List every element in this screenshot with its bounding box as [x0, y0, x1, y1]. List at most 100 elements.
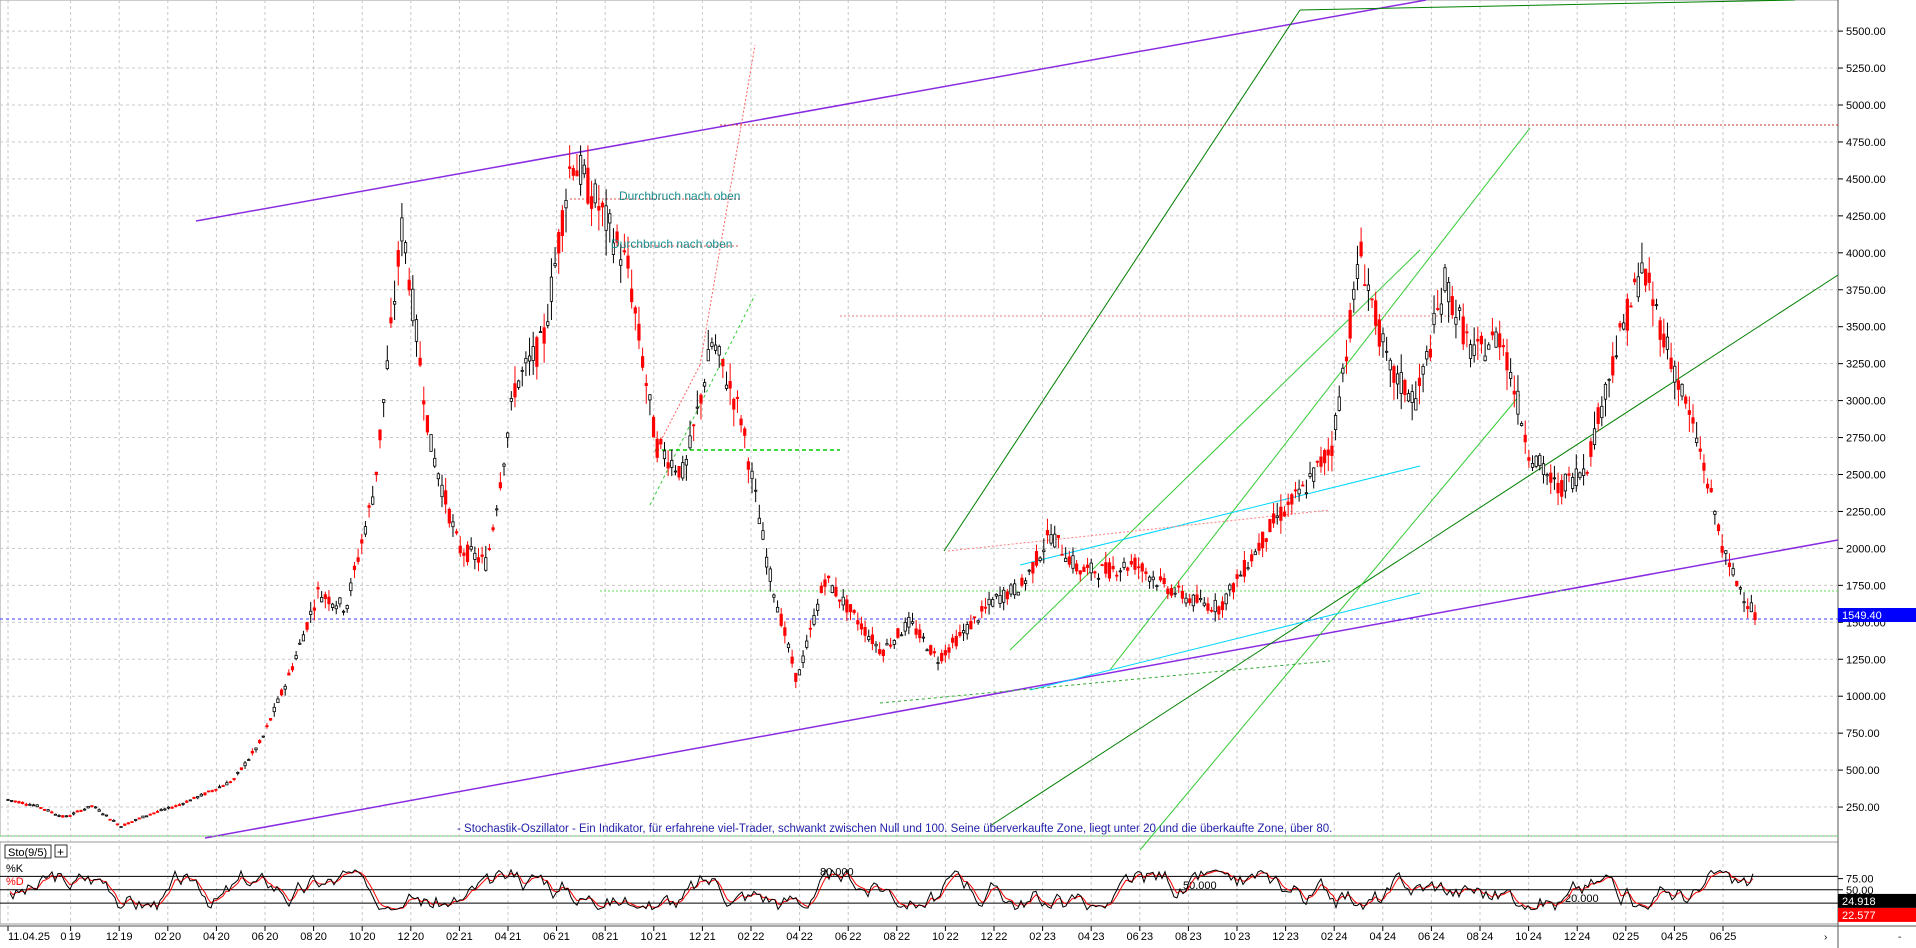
candle-body: [1034, 551, 1039, 566]
candle-body: [1268, 519, 1272, 533]
candle-body: [1629, 305, 1633, 308]
candle-body: [312, 607, 316, 611]
candle-body: [305, 622, 309, 630]
candle-body: [247, 759, 251, 761]
candle-body: [159, 809, 163, 812]
candle-body: [301, 634, 306, 642]
candle-body: [1078, 570, 1082, 575]
last-price-label: 1549.40: [1842, 610, 1882, 622]
candle-body: [403, 242, 408, 254]
candle-body: [57, 814, 61, 817]
candle-body: [1702, 462, 1706, 471]
candle-body: [1341, 367, 1345, 374]
candle-body: [593, 183, 597, 204]
candle-body: [13, 800, 17, 803]
candle-body: [772, 594, 776, 598]
candle-body: [991, 599, 995, 607]
candle-body: [1505, 352, 1509, 371]
stoch-title-box: [4, 844, 52, 859]
candle-body: [805, 640, 809, 648]
green-fan-2: [1139, 394, 1521, 851]
candle-body: [378, 429, 382, 441]
candle-body: [1363, 284, 1367, 287]
candle-body: [1286, 501, 1290, 505]
candle-body: [589, 196, 594, 209]
stoch-tick-label: 75.00: [1846, 874, 1874, 886]
candle-body: [112, 820, 116, 822]
candle-body: [863, 626, 867, 636]
green-fan-1: [1109, 127, 1531, 671]
price-tick-label: 2000.00: [1846, 543, 1886, 555]
candle-body: [1698, 448, 1702, 452]
candle-body: [1126, 567, 1130, 571]
scroll-right-icon: ›: [1824, 932, 1827, 943]
candle-body: [1691, 417, 1695, 424]
candle-body: [108, 818, 112, 821]
candle-body: [6, 799, 10, 801]
candle-body: [1574, 468, 1578, 487]
candle-body: [144, 815, 149, 818]
candle-body: [568, 166, 572, 169]
candle-body: [775, 606, 780, 613]
candle-body: [735, 396, 740, 399]
candle-body: [553, 263, 557, 267]
candle-body: [1082, 566, 1086, 573]
candle-body: [1224, 593, 1228, 605]
candle-body: [579, 155, 583, 185]
date-tick-label: 06 24: [1418, 931, 1445, 943]
date-tick-label: 08 24: [1467, 931, 1494, 943]
candle-body: [885, 643, 889, 646]
candle-body: [1323, 450, 1327, 464]
candle-body: [484, 557, 488, 571]
date-tick-label: 04 25: [1661, 931, 1688, 943]
candle-body: [1585, 471, 1589, 474]
candle-body: [582, 164, 586, 175]
candle-body: [1716, 524, 1721, 532]
candle-body: [192, 796, 196, 799]
candle-body: [1720, 545, 1724, 553]
candle-body: [892, 640, 896, 645]
candle-body: [812, 615, 816, 625]
candle-body: [1395, 373, 1400, 385]
candle-body: [1005, 591, 1009, 600]
candle-body: [1658, 320, 1662, 340]
price-tick-label: 2250.00: [1846, 506, 1886, 518]
candle-body: [1027, 569, 1031, 572]
price-tick-label: 500.00: [1846, 765, 1880, 777]
candle-body: [655, 438, 659, 458]
candle-body: [845, 599, 849, 613]
candle-body: [830, 585, 834, 594]
candle-body: [316, 587, 320, 590]
price-tick-label: 3250.00: [1846, 359, 1886, 371]
price-tick-label: 250.00: [1846, 802, 1880, 814]
candle-body: [1483, 355, 1487, 362]
candle-body: [1301, 484, 1305, 487]
candle-body: [334, 605, 338, 610]
date-tick-label: 06 20: [252, 931, 279, 943]
candle-body: [1651, 299, 1655, 306]
candle-body: [1315, 460, 1319, 463]
candle-body: [1622, 322, 1626, 330]
date-tick-label: 08 22: [883, 931, 910, 943]
candle-body: [1479, 335, 1484, 345]
candle-body: [1162, 577, 1166, 584]
candle-body: [1567, 473, 1571, 476]
candle-body: [1100, 564, 1104, 567]
candle-body: [86, 805, 90, 809]
candle-body: [400, 217, 404, 242]
candle-body: [786, 643, 791, 649]
candle-body: [1253, 551, 1257, 556]
candle-body: [64, 815, 68, 818]
candle-body: [1085, 564, 1090, 568]
candle-body: [1545, 474, 1549, 477]
date-tick-label: 06 21: [543, 931, 570, 943]
candle-body: [68, 815, 72, 817]
candle-body: [739, 418, 743, 426]
candle-body: [1560, 480, 1564, 497]
date-tick-label: 02 23: [1029, 931, 1056, 943]
candle-body: [1023, 580, 1028, 584]
candle-body: [703, 382, 707, 387]
candle-body: [382, 399, 386, 403]
candle-body: [757, 517, 761, 525]
